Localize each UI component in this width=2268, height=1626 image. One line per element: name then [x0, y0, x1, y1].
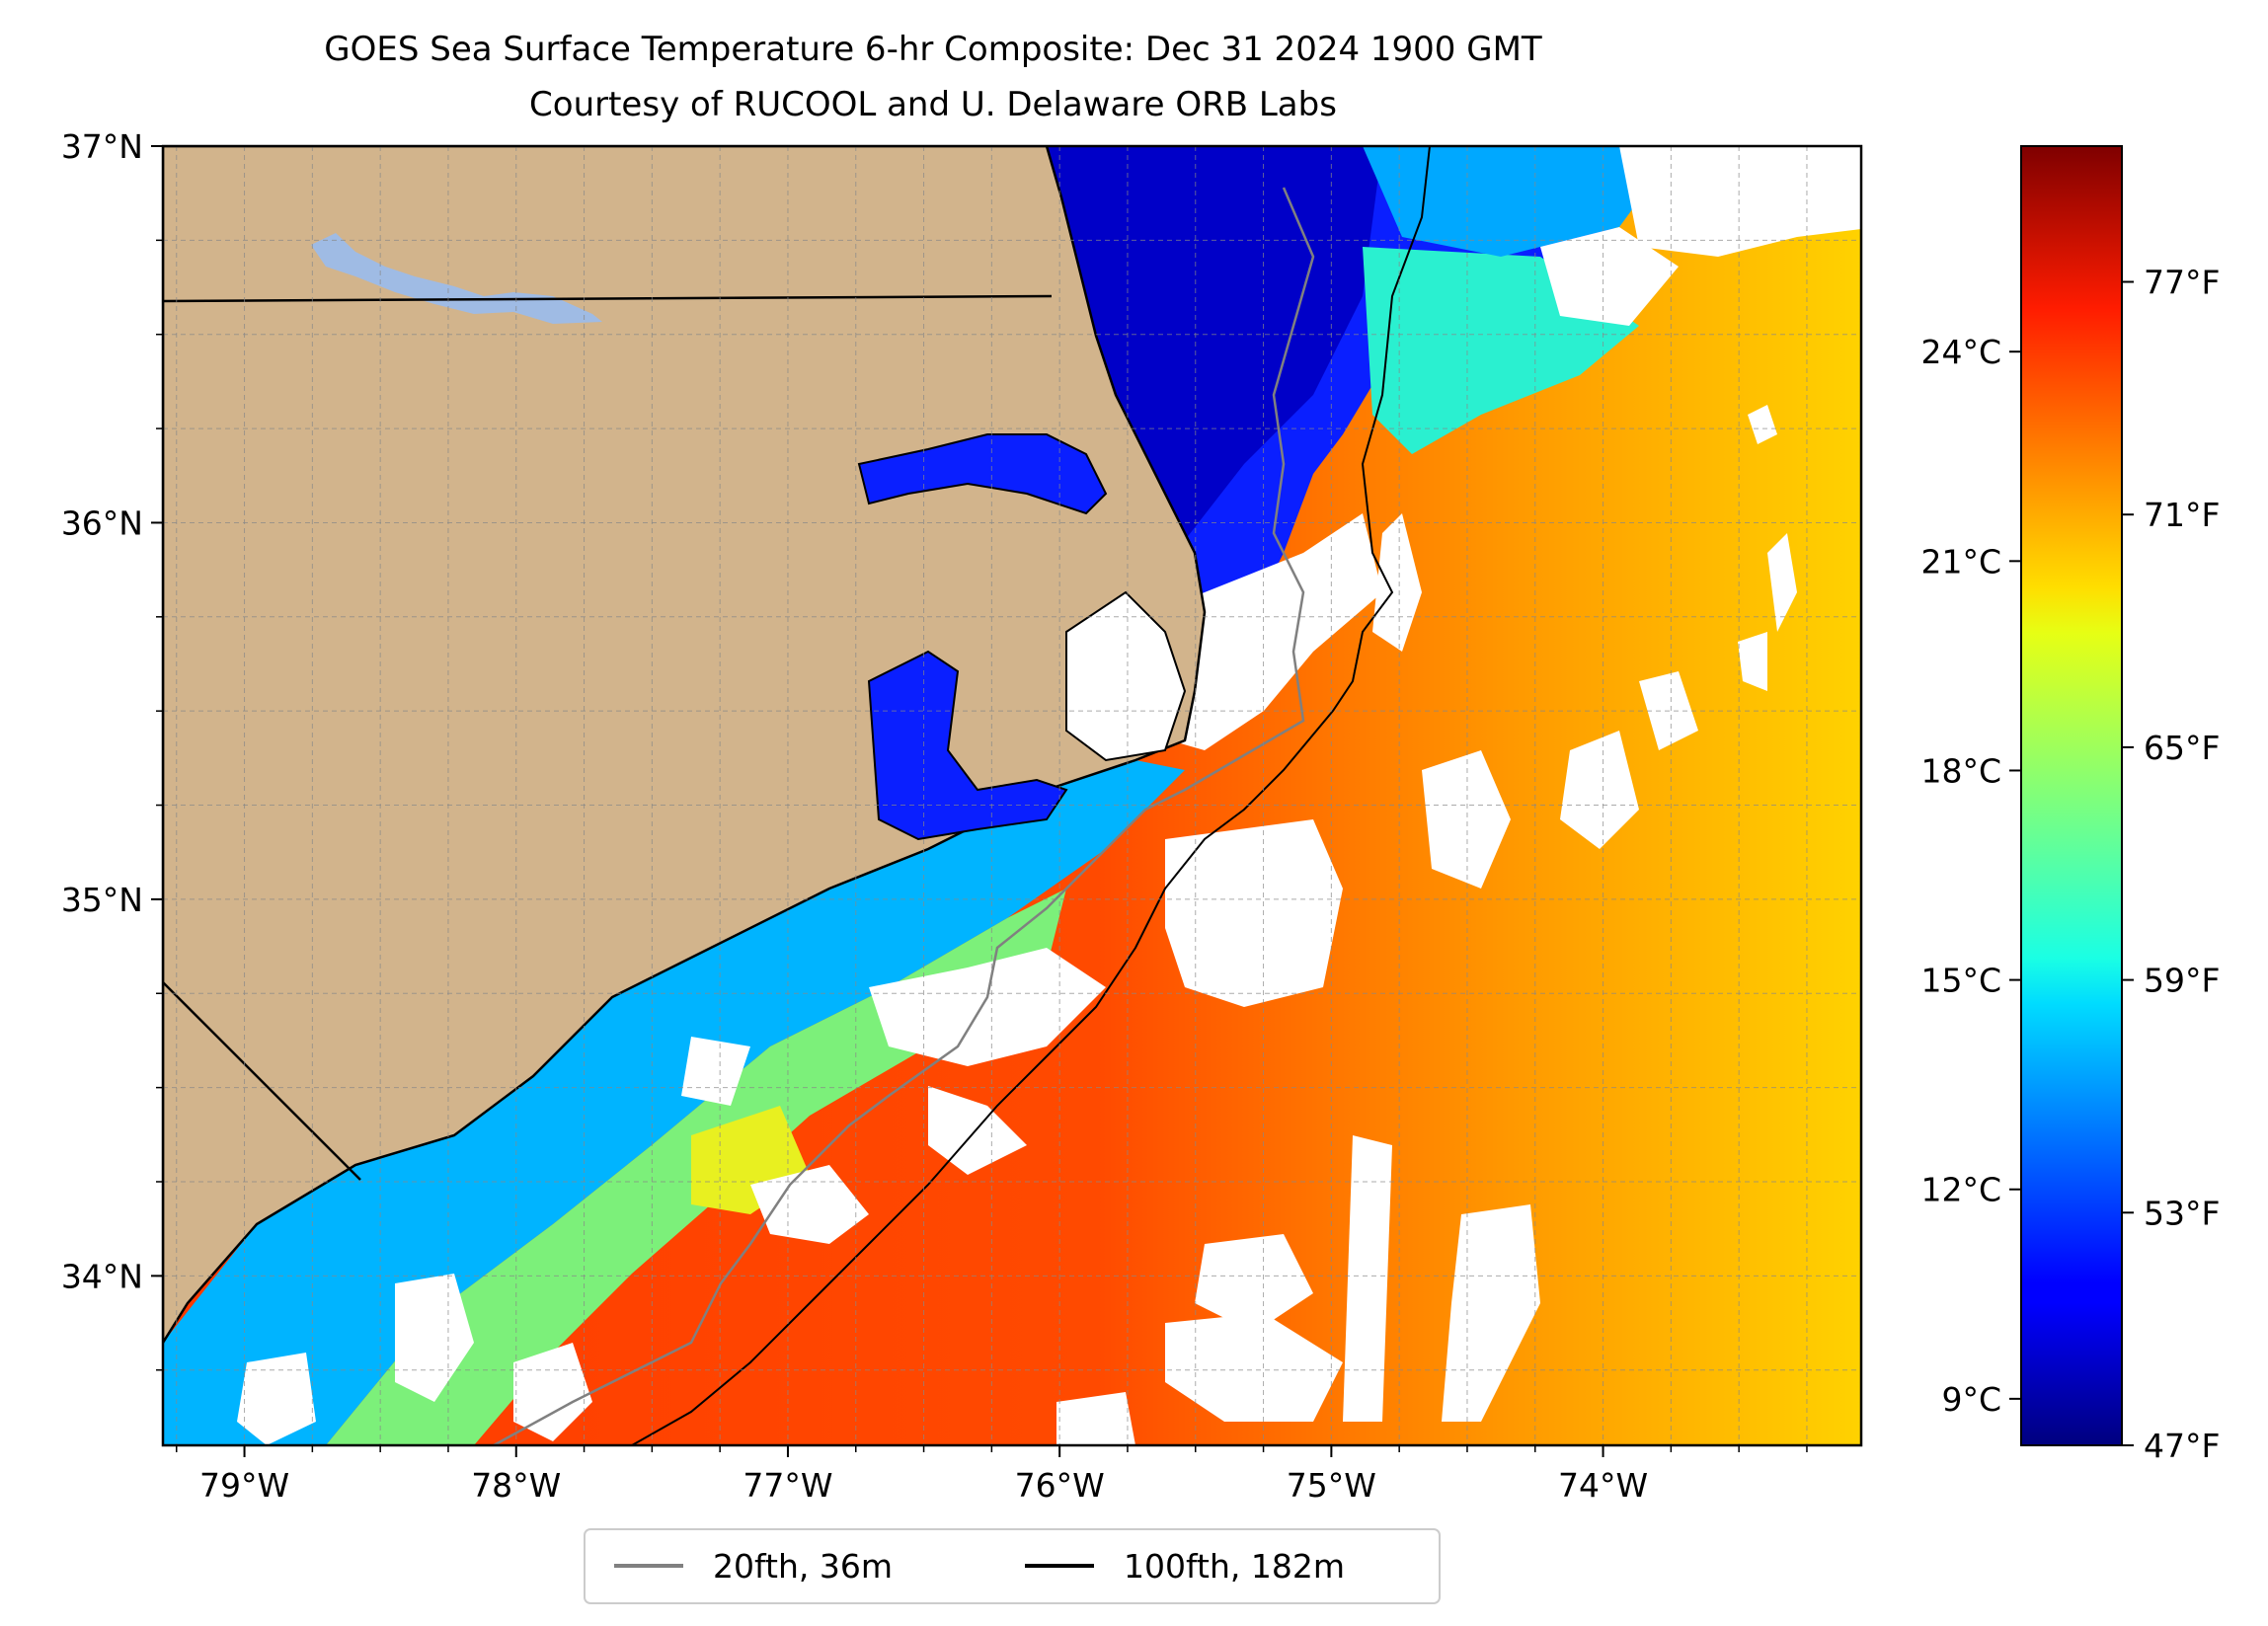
cloud-cover — [237, 146, 1861, 1445]
reservoir-lake — [311, 233, 602, 324]
isobath-20fth — [493, 187, 1315, 1445]
chart-subtitle: Courtesy of RUCOOL and U. Delaware ORB L… — [529, 85, 1337, 124]
colorbar-f-label: 71°F — [2144, 496, 2220, 534]
southern-shelf-water — [163, 760, 1185, 1445]
lat-tick-label: 36°N — [61, 503, 143, 542]
map-area — [163, 146, 1861, 1445]
lat-tick-label: 37°N — [61, 127, 143, 166]
map-frame — [161, 144, 1863, 1447]
legend-label-20fth: 20fth, 36m — [713, 1547, 893, 1586]
colorbar-c-label: 24°C — [1920, 333, 2001, 371]
lon-tick-label: 75°W — [1287, 1466, 1376, 1505]
colorbar-c-label: 18°C — [1920, 751, 2001, 790]
colorbar-f-label: 59°F — [2144, 962, 2220, 1000]
colorbar-c-label: 21°C — [1920, 542, 2001, 581]
colorbar-c-label: 12°C — [1920, 1171, 2001, 1209]
colorbar-f-label: 77°F — [2144, 263, 2220, 301]
colorbar-f-label: 47°F — [2144, 1427, 2220, 1465]
colorbar-c-label: 9°C — [1941, 1380, 2001, 1419]
legend-box — [584, 1528, 1441, 1604]
pamlico-sound — [867, 650, 1068, 841]
colorbar-f-label: 65°F — [2144, 729, 2220, 767]
lon-tick-label: 79°W — [199, 1466, 289, 1505]
isobath-100fth — [631, 146, 1431, 1445]
transitional-water-2 — [1363, 146, 1679, 257]
chart-title: GOES Sea Surface Temperature 6-hr Compos… — [324, 30, 1542, 69]
map-grid — [163, 146, 1861, 1445]
legend: 20fth, 36m 100fth, 182m — [584, 1528, 1441, 1604]
lon-tick-label: 78°W — [471, 1466, 561, 1505]
lat-tick-label: 35°N — [61, 881, 143, 919]
colorbar-c-label: 15°C — [1920, 962, 2001, 1000]
lon-tick-label: 77°W — [743, 1466, 832, 1505]
colorbar — [2020, 145, 2123, 1446]
map-axis-ticks: 79°W 78°W 77°W 76°W 75°W 74°W 37°N 36°N 35°N 34°N — [61, 127, 1808, 1505]
colorbar-f-label: 53°F — [2144, 1194, 2220, 1232]
colorbar-ticks: 47°F 53°F 59°F 65°F 71°F 77°F 9°C 12°C 15°C 18°C 2… — [1920, 263, 2220, 1465]
va-nc-border — [163, 294, 1053, 303]
pamlico-sound-open — [1065, 590, 1187, 762]
albemarle-sound — [857, 433, 1108, 515]
lon-tick-label: 74°W — [1558, 1466, 1648, 1505]
nc-sc-border — [163, 981, 361, 1181]
lat-tick-label: 34°N — [61, 1257, 143, 1295]
lon-tick-label: 76°W — [1015, 1466, 1105, 1505]
legend-label-100fth: 100fth, 182m — [1124, 1547, 1345, 1586]
